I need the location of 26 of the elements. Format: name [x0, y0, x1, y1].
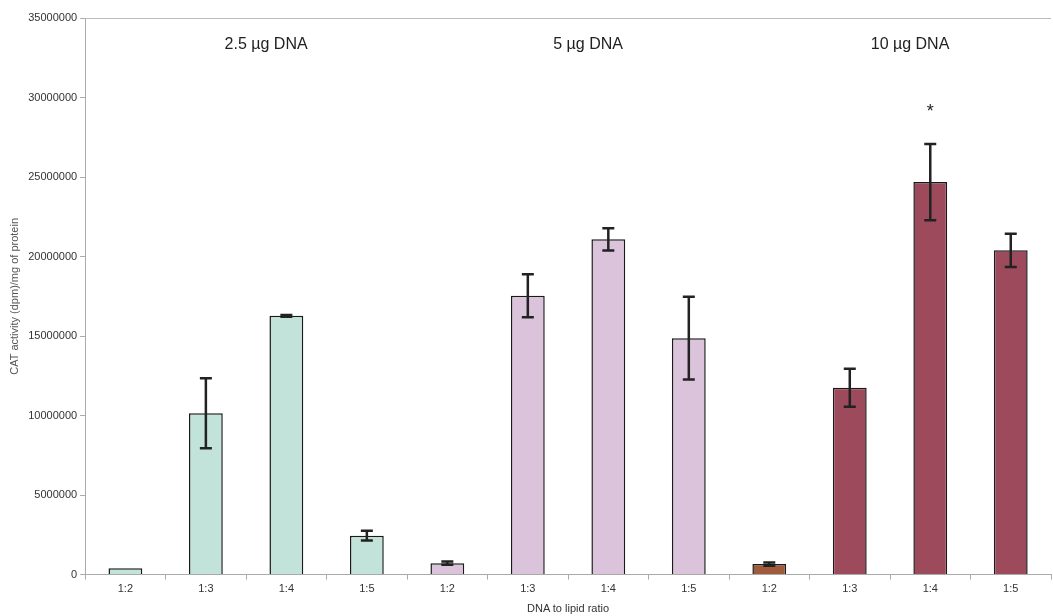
y-tick-label: 25000000	[28, 170, 78, 183]
x-tick-label: 1:4	[278, 582, 295, 595]
y-tick-label: 20000000	[28, 249, 78, 262]
y-tick-label: 30000000	[28, 90, 78, 103]
x-tick-label: 1:2	[117, 582, 134, 595]
x-tick-label: 1:5	[359, 582, 375, 595]
x-axis-title: DNA to lipid ratio	[527, 602, 610, 615]
x-tick-label: 1:4	[922, 582, 938, 595]
x-tick-label: 1:3	[198, 582, 214, 595]
annotation: *	[926, 100, 934, 121]
x-tick-label: 1:4	[600, 582, 616, 595]
x-tick-label: 1:2	[439, 582, 455, 595]
y-tick-label: 0	[71, 567, 78, 580]
x-tick-label: 1:5	[681, 582, 697, 595]
x-tick-label: 1:3	[520, 582, 536, 595]
y-tick-label: 10000000	[28, 408, 78, 421]
y-axis-title: CAT activity (dpm)/mg of protein	[7, 217, 20, 375]
y-tick-label: 5000000	[34, 488, 78, 501]
annotation: 10 µg DNA	[870, 35, 950, 53]
annotation: 5 µg DNA	[553, 35, 624, 53]
annotation: 2.5 µg DNA	[224, 35, 308, 53]
x-tick-label: 1:5	[1003, 582, 1019, 595]
y-tick-label: 15000000	[28, 329, 78, 342]
x-tick-label: 1:3	[842, 582, 858, 595]
y-tick-label: 35000000	[28, 11, 78, 24]
x-tick-label: 1:2	[761, 582, 777, 595]
